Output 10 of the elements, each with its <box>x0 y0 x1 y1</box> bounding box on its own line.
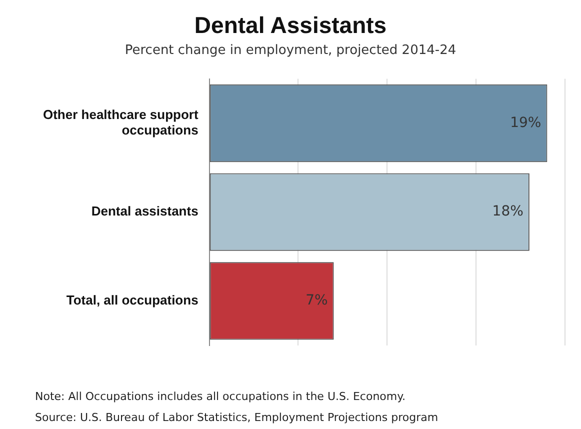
data-label: 19% <box>510 114 542 131</box>
y-tick-label: Other healthcare support occupations <box>42 107 199 138</box>
chart-subtitle: Percent change in employment, projected 2014-24 <box>124 43 458 58</box>
data-label: 18% <box>492 204 524 220</box>
text: Note: All Occupations includes all occupations in the U.S. Economy. <box>35 389 407 405</box>
chart-title: Dental Assistants <box>193 12 388 39</box>
y-tick-label: Dental assistants <box>91 204 198 219</box>
source-note: Source: U.S. Bureau of Labor Statistics, Employment Projections program <box>35 410 438 426</box>
data-label: 7% <box>306 292 328 309</box>
y-tick-label: Total, all occupations <box>66 292 198 308</box>
